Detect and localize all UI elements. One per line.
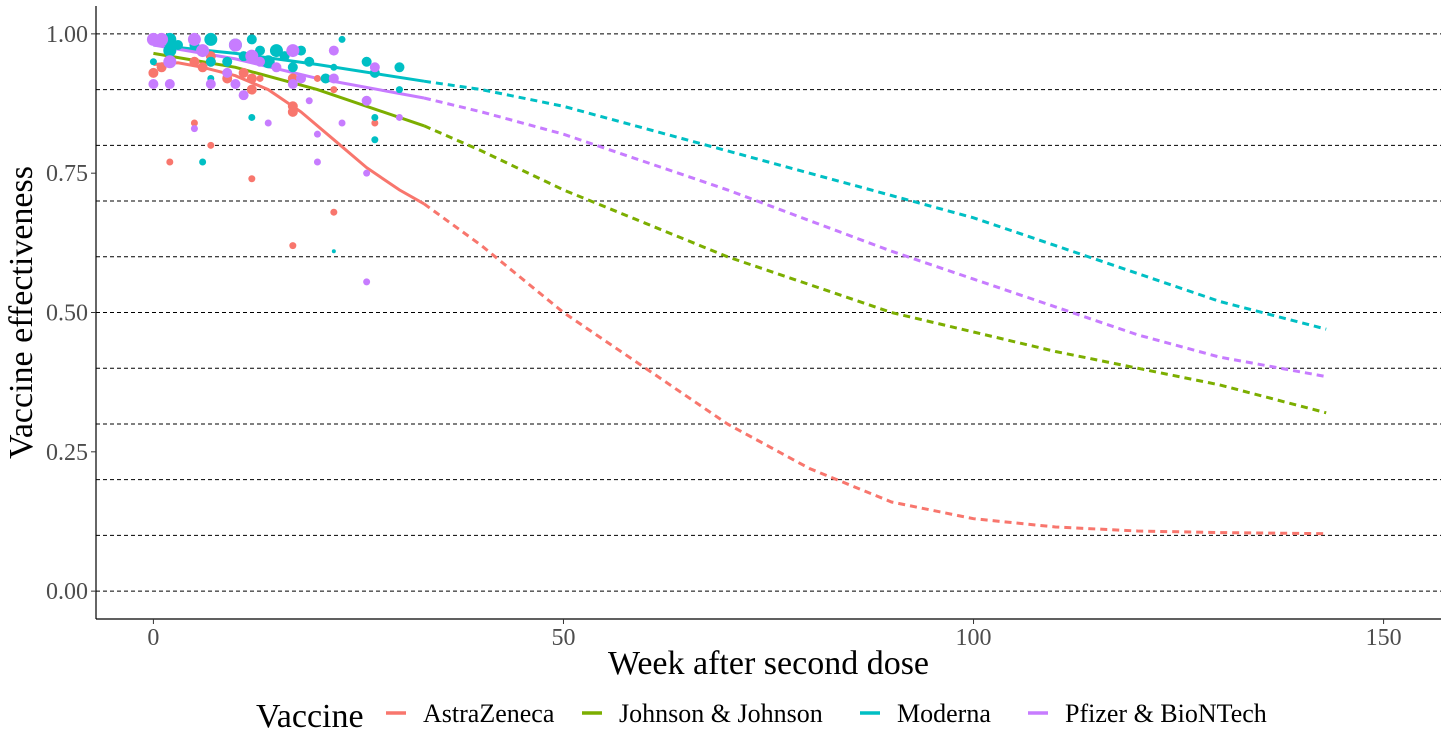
point-s3-23 <box>328 45 339 56</box>
point-s2-26 <box>338 35 346 43</box>
point-s0-5 <box>197 62 208 73</box>
point-s3-9 <box>222 67 233 78</box>
point-s3-15 <box>264 119 272 127</box>
point-s2-32 <box>394 62 405 73</box>
legend-label: Pfizer & BioNTech <box>1065 699 1267 728</box>
point-s3-6 <box>190 125 198 133</box>
x-tick-label: 150 <box>1366 625 1402 651</box>
point-s3-8 <box>205 79 216 90</box>
point-s3-20 <box>305 97 313 105</box>
point-s2-29 <box>371 136 379 144</box>
point-s2-8 <box>204 32 218 46</box>
point-s2-11 <box>222 56 233 67</box>
point-s3-17 <box>286 44 300 58</box>
point-s2-25 <box>331 249 336 254</box>
point-s2-24 <box>330 63 338 71</box>
point-s2-2 <box>163 44 177 58</box>
trend-projected-1 <box>423 124 1327 415</box>
legend-label: Moderna <box>897 699 991 728</box>
trend-projected-3 <box>423 96 1327 379</box>
point-s3-1 <box>148 79 159 90</box>
x-tick-label: 100 <box>956 625 992 651</box>
point-s3-29 <box>369 62 380 73</box>
point-s3-10 <box>228 38 242 52</box>
x-axis-title: Week after second dose <box>608 645 929 682</box>
point-s0-18 <box>289 242 297 250</box>
point-s2-20 <box>287 62 298 73</box>
point-s2-22 <box>304 56 315 67</box>
legend: Vaccine AstraZeneca Johnson & Johnson Mode… <box>256 698 1267 735</box>
point-s3-28 <box>363 278 371 286</box>
point-s0-7 <box>207 141 215 149</box>
point-s0-0 <box>148 67 159 78</box>
data-points <box>146 32 405 286</box>
point-s3-14 <box>255 56 266 67</box>
trend-projected-2 <box>423 79 1327 331</box>
point-s0-20 <box>313 74 321 82</box>
point-s2-23 <box>320 73 331 84</box>
point-s3-27 <box>363 169 371 177</box>
point-s2-10 <box>205 56 216 67</box>
point-s0-10 <box>238 67 249 78</box>
point-s0-24 <box>371 119 379 127</box>
point-s0-13 <box>246 84 257 95</box>
point-s0-3 <box>190 119 198 127</box>
point-s0-12 <box>246 73 257 84</box>
point-s0-21 <box>330 208 338 216</box>
point-s3-24 <box>328 73 339 84</box>
point-s3-25 <box>338 119 346 127</box>
point-s3-13 <box>245 49 259 63</box>
point-s3-18 <box>287 79 298 90</box>
x-tick-label: 0 <box>147 625 159 651</box>
point-s3-30 <box>395 113 403 121</box>
point-s3-3 <box>163 55 177 69</box>
point-s2-0 <box>149 58 157 66</box>
legend-title: Vaccine <box>256 698 364 735</box>
point-s2-17 <box>261 55 275 69</box>
point-s2-18 <box>269 44 283 58</box>
trend-projected-0 <box>423 202 1327 536</box>
y-tick-label: 0.00 <box>46 579 88 605</box>
point-s3-12 <box>238 90 249 101</box>
point-s3-11 <box>230 79 241 90</box>
point-s2-4 <box>173 40 184 51</box>
point-s2-31 <box>395 86 403 94</box>
point-s3-5 <box>187 32 201 46</box>
legend-label: AstraZeneca <box>423 699 555 728</box>
y-tick-label: 0.75 <box>46 161 88 187</box>
point-s2-27 <box>361 56 372 67</box>
point-s0-11 <box>248 175 256 183</box>
point-s3-16 <box>271 62 282 73</box>
trend-observed-0 <box>153 61 425 206</box>
point-s0-2 <box>166 158 174 166</box>
point-s2-7 <box>199 158 207 166</box>
legend-entries: AstraZeneca Johnson & Johnson Moderna Pfize… <box>386 699 1267 728</box>
point-s0-14 <box>256 74 264 82</box>
point-s0-22 <box>330 86 338 94</box>
x-tick-label: 50 <box>551 625 575 651</box>
y-tick-label: 1.00 <box>46 22 88 48</box>
point-s3-22 <box>313 158 321 166</box>
trend-lines <box>153 43 1327 536</box>
point-s0-4 <box>189 56 200 67</box>
y-tick-label: 0.50 <box>46 301 88 327</box>
gridlines <box>96 33 1441 592</box>
point-s0-19 <box>287 106 298 117</box>
point-s3-19 <box>296 73 307 84</box>
point-s2-30 <box>371 113 379 121</box>
y-tick-label: 0.25 <box>46 440 88 466</box>
y-axis-title: Vaccine effectiveness <box>3 166 40 459</box>
point-s3-4 <box>164 79 175 90</box>
point-s3-21 <box>313 130 321 138</box>
point-s3-2 <box>155 32 169 46</box>
point-s2-14 <box>246 34 257 45</box>
point-s2-15 <box>248 113 256 121</box>
point-s3-26 <box>361 95 372 106</box>
point-s3-7 <box>196 44 210 58</box>
axes: 0.00 0.25 0.50 0.75 1.00 0 50 100 150 <box>46 6 1441 651</box>
legend-label: Johnson & Johnson <box>619 699 823 728</box>
